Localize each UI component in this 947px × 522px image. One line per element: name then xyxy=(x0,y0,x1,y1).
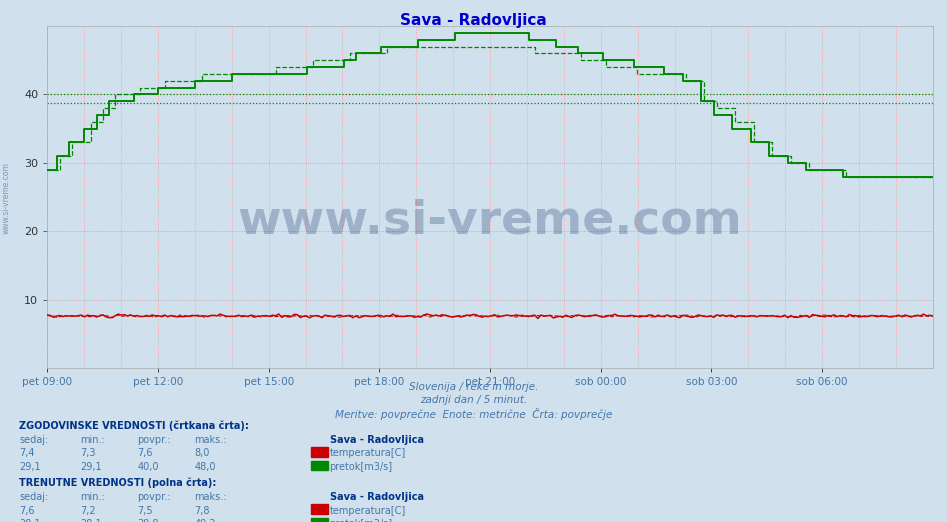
Text: 7,6: 7,6 xyxy=(19,506,34,516)
Text: pretok[m3/s]: pretok[m3/s] xyxy=(330,519,393,522)
Text: maks.:: maks.: xyxy=(194,435,226,445)
Text: 40,0: 40,0 xyxy=(137,462,159,472)
Text: 38,8: 38,8 xyxy=(137,519,159,522)
Text: temperatura[C]: temperatura[C] xyxy=(330,448,406,458)
Text: 7,4: 7,4 xyxy=(19,448,34,458)
Text: Slovenija / reke in morje.: Slovenija / reke in morje. xyxy=(409,382,538,392)
Text: ZGODOVINSKE VREDNOSTI (črtkana črta):: ZGODOVINSKE VREDNOSTI (črtkana črta): xyxy=(19,420,249,431)
Text: 7,2: 7,2 xyxy=(80,506,96,516)
Text: pretok[m3/s]: pretok[m3/s] xyxy=(330,462,393,472)
Text: sedaj:: sedaj: xyxy=(19,435,48,445)
Text: Sava - Radovljica: Sava - Radovljica xyxy=(330,435,423,445)
Text: temperatura[C]: temperatura[C] xyxy=(330,506,406,516)
Text: TRENUTNE VREDNOSTI (polna črta):: TRENUTNE VREDNOSTI (polna črta): xyxy=(19,478,216,488)
Text: 7,3: 7,3 xyxy=(80,448,96,458)
Text: 28,1: 28,1 xyxy=(80,519,102,522)
Text: maks.:: maks.: xyxy=(194,492,226,502)
Text: 8,0: 8,0 xyxy=(194,448,209,458)
Text: www.si-vreme.com: www.si-vreme.com xyxy=(2,162,11,234)
Text: Sava - Radovljica: Sava - Radovljica xyxy=(401,13,546,28)
Text: povpr.:: povpr.: xyxy=(137,492,170,502)
Text: min.:: min.: xyxy=(80,492,105,502)
Text: 29,1: 29,1 xyxy=(80,462,102,472)
Text: sedaj:: sedaj: xyxy=(19,492,48,502)
Text: 29,1: 29,1 xyxy=(19,462,41,472)
Text: 48,0: 48,0 xyxy=(194,462,216,472)
Text: 28,1: 28,1 xyxy=(19,519,41,522)
Text: 7,5: 7,5 xyxy=(137,506,152,516)
Text: min.:: min.: xyxy=(80,435,105,445)
Text: www.si-vreme.com: www.si-vreme.com xyxy=(238,198,742,243)
Text: Sava - Radovljica: Sava - Radovljica xyxy=(330,492,423,502)
Text: 7,6: 7,6 xyxy=(137,448,152,458)
Text: Meritve: povprečne  Enote: metrične  Črta: povprečje: Meritve: povprečne Enote: metrične Črta:… xyxy=(335,408,612,420)
Text: zadnji dan / 5 minut.: zadnji dan / 5 minut. xyxy=(420,395,527,405)
Text: 49,2: 49,2 xyxy=(194,519,216,522)
Text: povpr.:: povpr.: xyxy=(137,435,170,445)
Text: 7,8: 7,8 xyxy=(194,506,209,516)
